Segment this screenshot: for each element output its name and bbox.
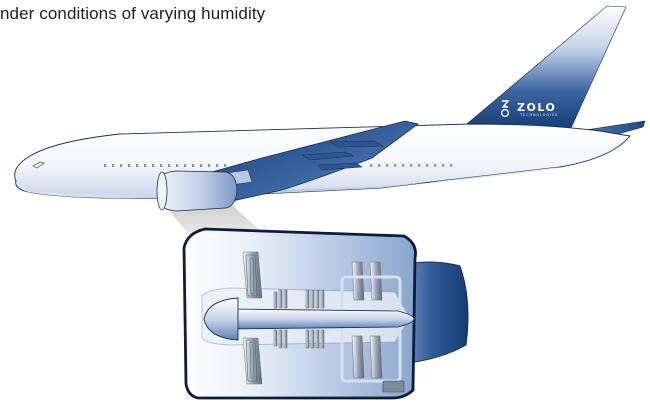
- zolo-logo-tagline: TECHNOLOGIES: [519, 113, 558, 117]
- turbine-stages: [351, 261, 383, 379]
- sensor-box: [382, 380, 405, 393]
- sensor-frame: [340, 275, 402, 383]
- engine-shaft: [227, 308, 415, 330]
- fuselage-belly: [24, 167, 560, 199]
- cockpit-window: [32, 161, 45, 169]
- nose-spinner: [203, 297, 239, 341]
- flap-fairing: [301, 151, 355, 161]
- engine-intake: [156, 171, 168, 211]
- flap-fairing: [329, 140, 384, 148]
- diagram-caption: nder conditions of varying humidity: [0, 4, 266, 23]
- fan-blades: [242, 251, 263, 385]
- engine-nacelle: [159, 170, 238, 212]
- zolo-logo-icon: [500, 100, 510, 118]
- passenger-windows: [104, 164, 453, 167]
- compressor-stages: [273, 289, 325, 349]
- flap-fairing: [317, 162, 363, 171]
- engine-cutaway: [182, 227, 469, 400]
- zolo-logo-text: ZOLO: [517, 101, 556, 114]
